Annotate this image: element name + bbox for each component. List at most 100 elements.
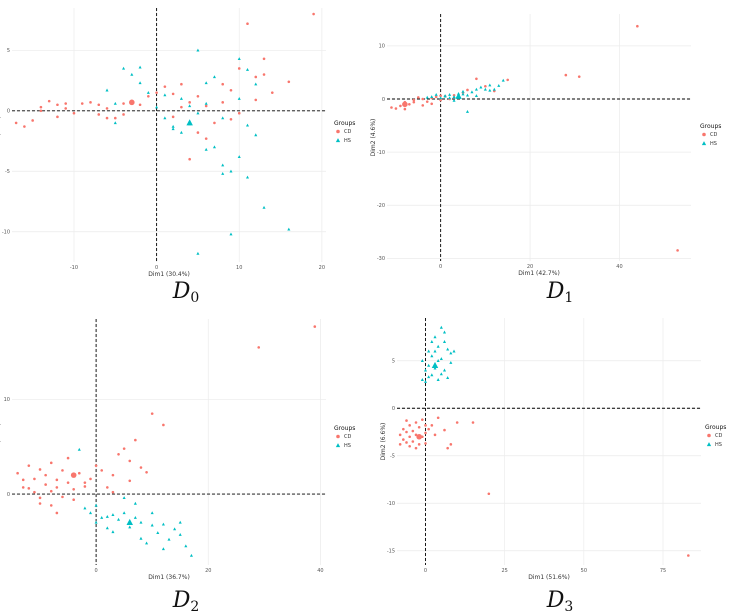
point-HS: [254, 133, 258, 137]
point-CD: [105, 116, 109, 120]
point-HS: [465, 110, 470, 113]
point-CD: [402, 438, 405, 441]
point-CD: [312, 12, 315, 16]
centroid-CD: [129, 99, 135, 106]
point-HS: [163, 93, 167, 97]
panel-0: -10 0 10 20 -10 -5 0 5 Dim1 (30.4%) Dim2 (3.5%) Gr…: [0, 8, 355, 306]
point-CD: [47, 99, 51, 103]
point-HS: [461, 89, 465, 93]
point-HS: [436, 359, 440, 362]
point-CD: [402, 427, 405, 431]
point-HS: [150, 523, 154, 527]
panel-caption: D2: [172, 588, 200, 615]
legend-label-CD: CD: [710, 132, 717, 138]
point-CD: [162, 423, 165, 427]
point-HS: [461, 92, 465, 96]
point-CD: [83, 485, 87, 488]
point-CD: [405, 441, 408, 444]
point-CD: [412, 98, 416, 102]
point-HS: [178, 520, 182, 524]
legend-key-CD: [702, 132, 706, 137]
point-HS: [146, 90, 150, 94]
point-HS: [237, 155, 241, 158]
centroid-HS: [126, 518, 133, 525]
point-HS: [122, 66, 126, 70]
x-tick-label: 0: [424, 568, 427, 574]
x-tick-label: 40: [616, 264, 622, 270]
point-CD: [55, 478, 59, 482]
point-CD: [411, 440, 415, 443]
point-HS: [138, 65, 142, 69]
y-axis-label: Dim2 (5.5%): [0, 423, 2, 461]
point-CD: [128, 459, 132, 463]
point-CD: [94, 464, 98, 467]
point-HS: [430, 354, 434, 358]
point-HS: [83, 506, 87, 510]
point-HS: [111, 513, 115, 517]
y-axis-label: Dim2 (6.6%): [380, 423, 387, 461]
point-CD: [213, 121, 216, 125]
point-CD: [414, 433, 418, 437]
point-CD: [221, 101, 225, 104]
point-CD: [430, 424, 434, 427]
point-HS: [446, 347, 450, 351]
point-CD: [439, 98, 442, 102]
point-CD: [27, 464, 31, 467]
point-CD: [196, 131, 200, 134]
point-CD: [394, 107, 398, 110]
point-CD: [111, 473, 115, 477]
point-CD: [262, 57, 266, 61]
point-CD: [424, 442, 427, 445]
point-HS: [442, 340, 447, 343]
point-HS: [433, 349, 437, 353]
x-axis-label: Dim1 (30.4%): [148, 271, 190, 278]
point-HS: [138, 81, 142, 85]
legend-key-CD: [707, 433, 711, 438]
y-tick-label: -30: [377, 256, 385, 262]
point-HS: [212, 145, 216, 149]
point-CD: [80, 102, 84, 105]
y-tick-label: -15: [387, 549, 395, 555]
legend-key-CD: [336, 129, 340, 134]
point-CD: [421, 97, 425, 101]
x-tick-label: 0: [155, 265, 158, 271]
point-CD: [455, 421, 459, 424]
point-CD: [163, 85, 167, 88]
point-CD: [89, 477, 92, 481]
point-HS: [245, 175, 250, 179]
point-HS: [113, 101, 117, 105]
point-CD: [443, 428, 446, 432]
point-HS: [425, 95, 429, 99]
x-tick-label: 0: [439, 264, 442, 270]
point-CD: [417, 443, 421, 446]
point-CD: [49, 489, 53, 493]
point-CD: [254, 98, 258, 102]
legend-label-HS: HS: [710, 141, 717, 147]
x-tick-label: 50: [581, 568, 587, 574]
point-HS: [179, 130, 183, 134]
y-axis-label: Dim2 (3.5%): [0, 116, 2, 154]
point-CD: [257, 346, 261, 349]
point-HS: [229, 169, 233, 173]
point-CD: [577, 75, 581, 78]
legend-key-HS: [701, 141, 707, 146]
point-CD: [424, 424, 427, 427]
point-HS: [105, 88, 109, 92]
point-CD: [246, 22, 249, 26]
panel-caption: D1: [546, 279, 574, 306]
point-CD: [72, 111, 76, 115]
point-CD: [55, 511, 59, 515]
legend-key-HS: [335, 138, 341, 143]
point-HS: [94, 503, 98, 507]
point-CD: [89, 101, 92, 104]
legend-key-HS: [706, 442, 712, 447]
point-HS: [423, 368, 428, 372]
point-CD: [64, 107, 68, 110]
y-tick-label: -20: [377, 203, 385, 209]
point-HS: [145, 541, 149, 545]
point-HS: [212, 75, 216, 79]
point-HS: [161, 547, 165, 551]
point-HS: [171, 127, 175, 131]
point-CD: [147, 94, 150, 98]
point-HS: [221, 172, 225, 175]
